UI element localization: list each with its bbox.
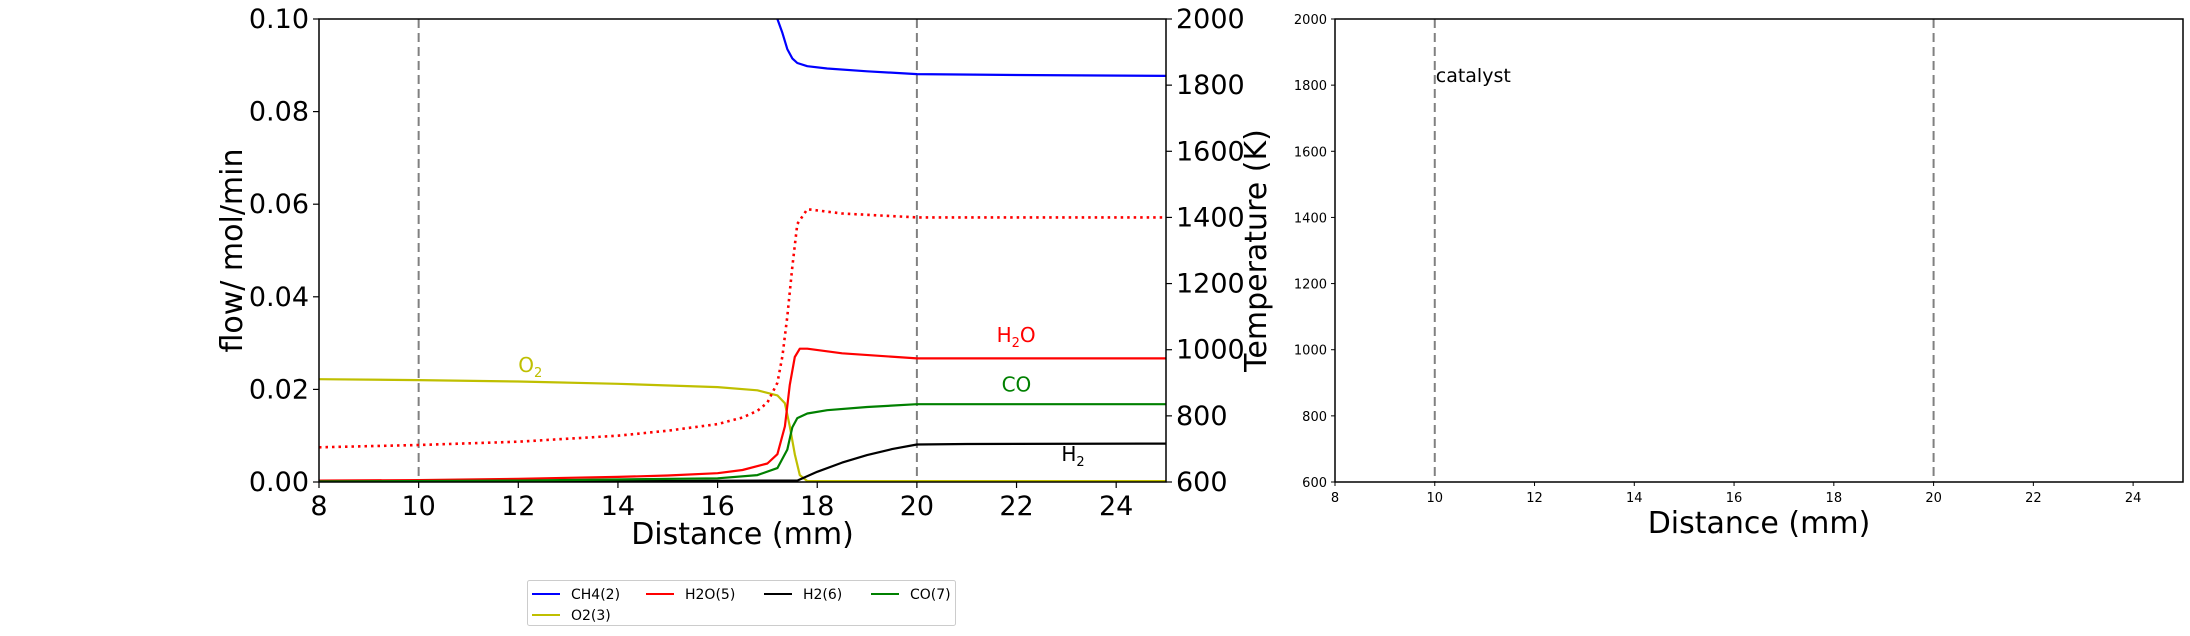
y-tick-label: 1600	[1294, 145, 1327, 160]
y-tick-label: 2000	[1294, 13, 1327, 28]
y2-tick-label: 1400	[1176, 202, 1245, 233]
x-tick-label: 12	[1526, 491, 1543, 506]
x-tick-label: 20	[900, 491, 934, 522]
x-tick-label: 8	[310, 491, 327, 522]
series-line-h2o-5-	[319, 347, 1166, 482]
catalyst-annotation: catalyst	[1436, 65, 1511, 87]
legend-label: CO(7)	[910, 587, 951, 603]
y-tick-label: 0.02	[249, 374, 309, 405]
x-axis-label: Distance (mm)	[1648, 506, 1871, 541]
series-line-h2-6-	[319, 442, 1166, 482]
y2-tick-label: 2000	[1176, 4, 1245, 35]
y-tick-label: 0.04	[249, 282, 309, 313]
series-annotation: H2O	[997, 323, 1036, 351]
x-tick-label: 12	[501, 491, 535, 522]
x-axis-label: Distance (mm)	[631, 517, 854, 552]
x-tick-label: 20	[1925, 491, 1942, 506]
y-axis-label: flow/ mol/min	[215, 148, 250, 352]
x-tick-label: 16	[700, 491, 734, 522]
x-tick-label: 16	[1726, 491, 1743, 506]
y-tick-label: 0.10	[249, 4, 309, 35]
legend: CH4(2) H2O(5) H2(6) CO(7) O2(3)	[527, 580, 956, 626]
y2-tick-label: 600	[1176, 467, 1228, 498]
plot-frame	[318, 18, 1167, 483]
legend-label: H2O(5)	[685, 587, 735, 603]
legend-label: O2(3)	[571, 608, 611, 624]
legend-label: H2(6)	[803, 587, 842, 603]
x-tick-label: 14	[601, 491, 635, 522]
y-tick-label: 0.00	[249, 467, 309, 498]
y2-axis-label: Temperature (K)	[1239, 129, 1274, 373]
left-chart-panel: 8 10 12 14 16 18 20 22 24 0.00 0.02 0.04 0.06 0.08 0.1…	[215, 4, 1274, 552]
plot-frame	[1334, 18, 2184, 483]
y-tick-label: 0.08	[249, 97, 309, 128]
series-group	[319, 19, 1166, 482]
series-annotation: CO	[1002, 373, 1032, 397]
x-tick-label: 14	[1626, 491, 1643, 506]
series-line-co-7-	[319, 403, 1166, 482]
right-chart-panel: 8 10 12 14 16 18 20 22 24 600 800 1000 1200 1400 1600 1…	[1294, 13, 2184, 541]
x-tick-label: 18	[800, 491, 834, 522]
series-line-temperature	[319, 207, 1166, 449]
y2-tick-label: 800	[1176, 401, 1228, 432]
x-tick-label: 8	[1331, 491, 1339, 506]
series-annotation: O2	[518, 353, 542, 381]
y2-tick-label: 1800	[1176, 70, 1245, 101]
y-tick-label: 1000	[1294, 344, 1327, 359]
x-tick-label: 10	[1426, 491, 1443, 506]
y-tick-label: 1400	[1294, 211, 1327, 226]
series-line-o2-3-	[319, 378, 1166, 482]
x-tick-label: 10	[401, 491, 435, 522]
y-tick-label: 1800	[1294, 79, 1327, 94]
y-tick-label: 0.06	[249, 189, 309, 220]
x-tick-label: 18	[1826, 491, 1843, 506]
x-tick-label: 22	[2025, 491, 2042, 506]
x-tick-label: 24	[1099, 491, 1133, 522]
series-line-ch4-2-	[776, 19, 1166, 77]
legend-label: CH4(2)	[571, 587, 620, 603]
y2-tick-label: 1200	[1176, 269, 1245, 300]
y2-tick-label: 1600	[1176, 136, 1245, 167]
x-tick-label: 22	[999, 491, 1033, 522]
y-tick-label: 1200	[1294, 278, 1327, 293]
y-tick-label: 600	[1302, 476, 1327, 491]
x-tick-label: 24	[2125, 491, 2142, 506]
legend-box	[527, 580, 956, 626]
y2-tick-label: 1000	[1176, 335, 1245, 366]
y-tick-label: 800	[1302, 410, 1327, 425]
series-annotation: H2	[1061, 442, 1084, 470]
